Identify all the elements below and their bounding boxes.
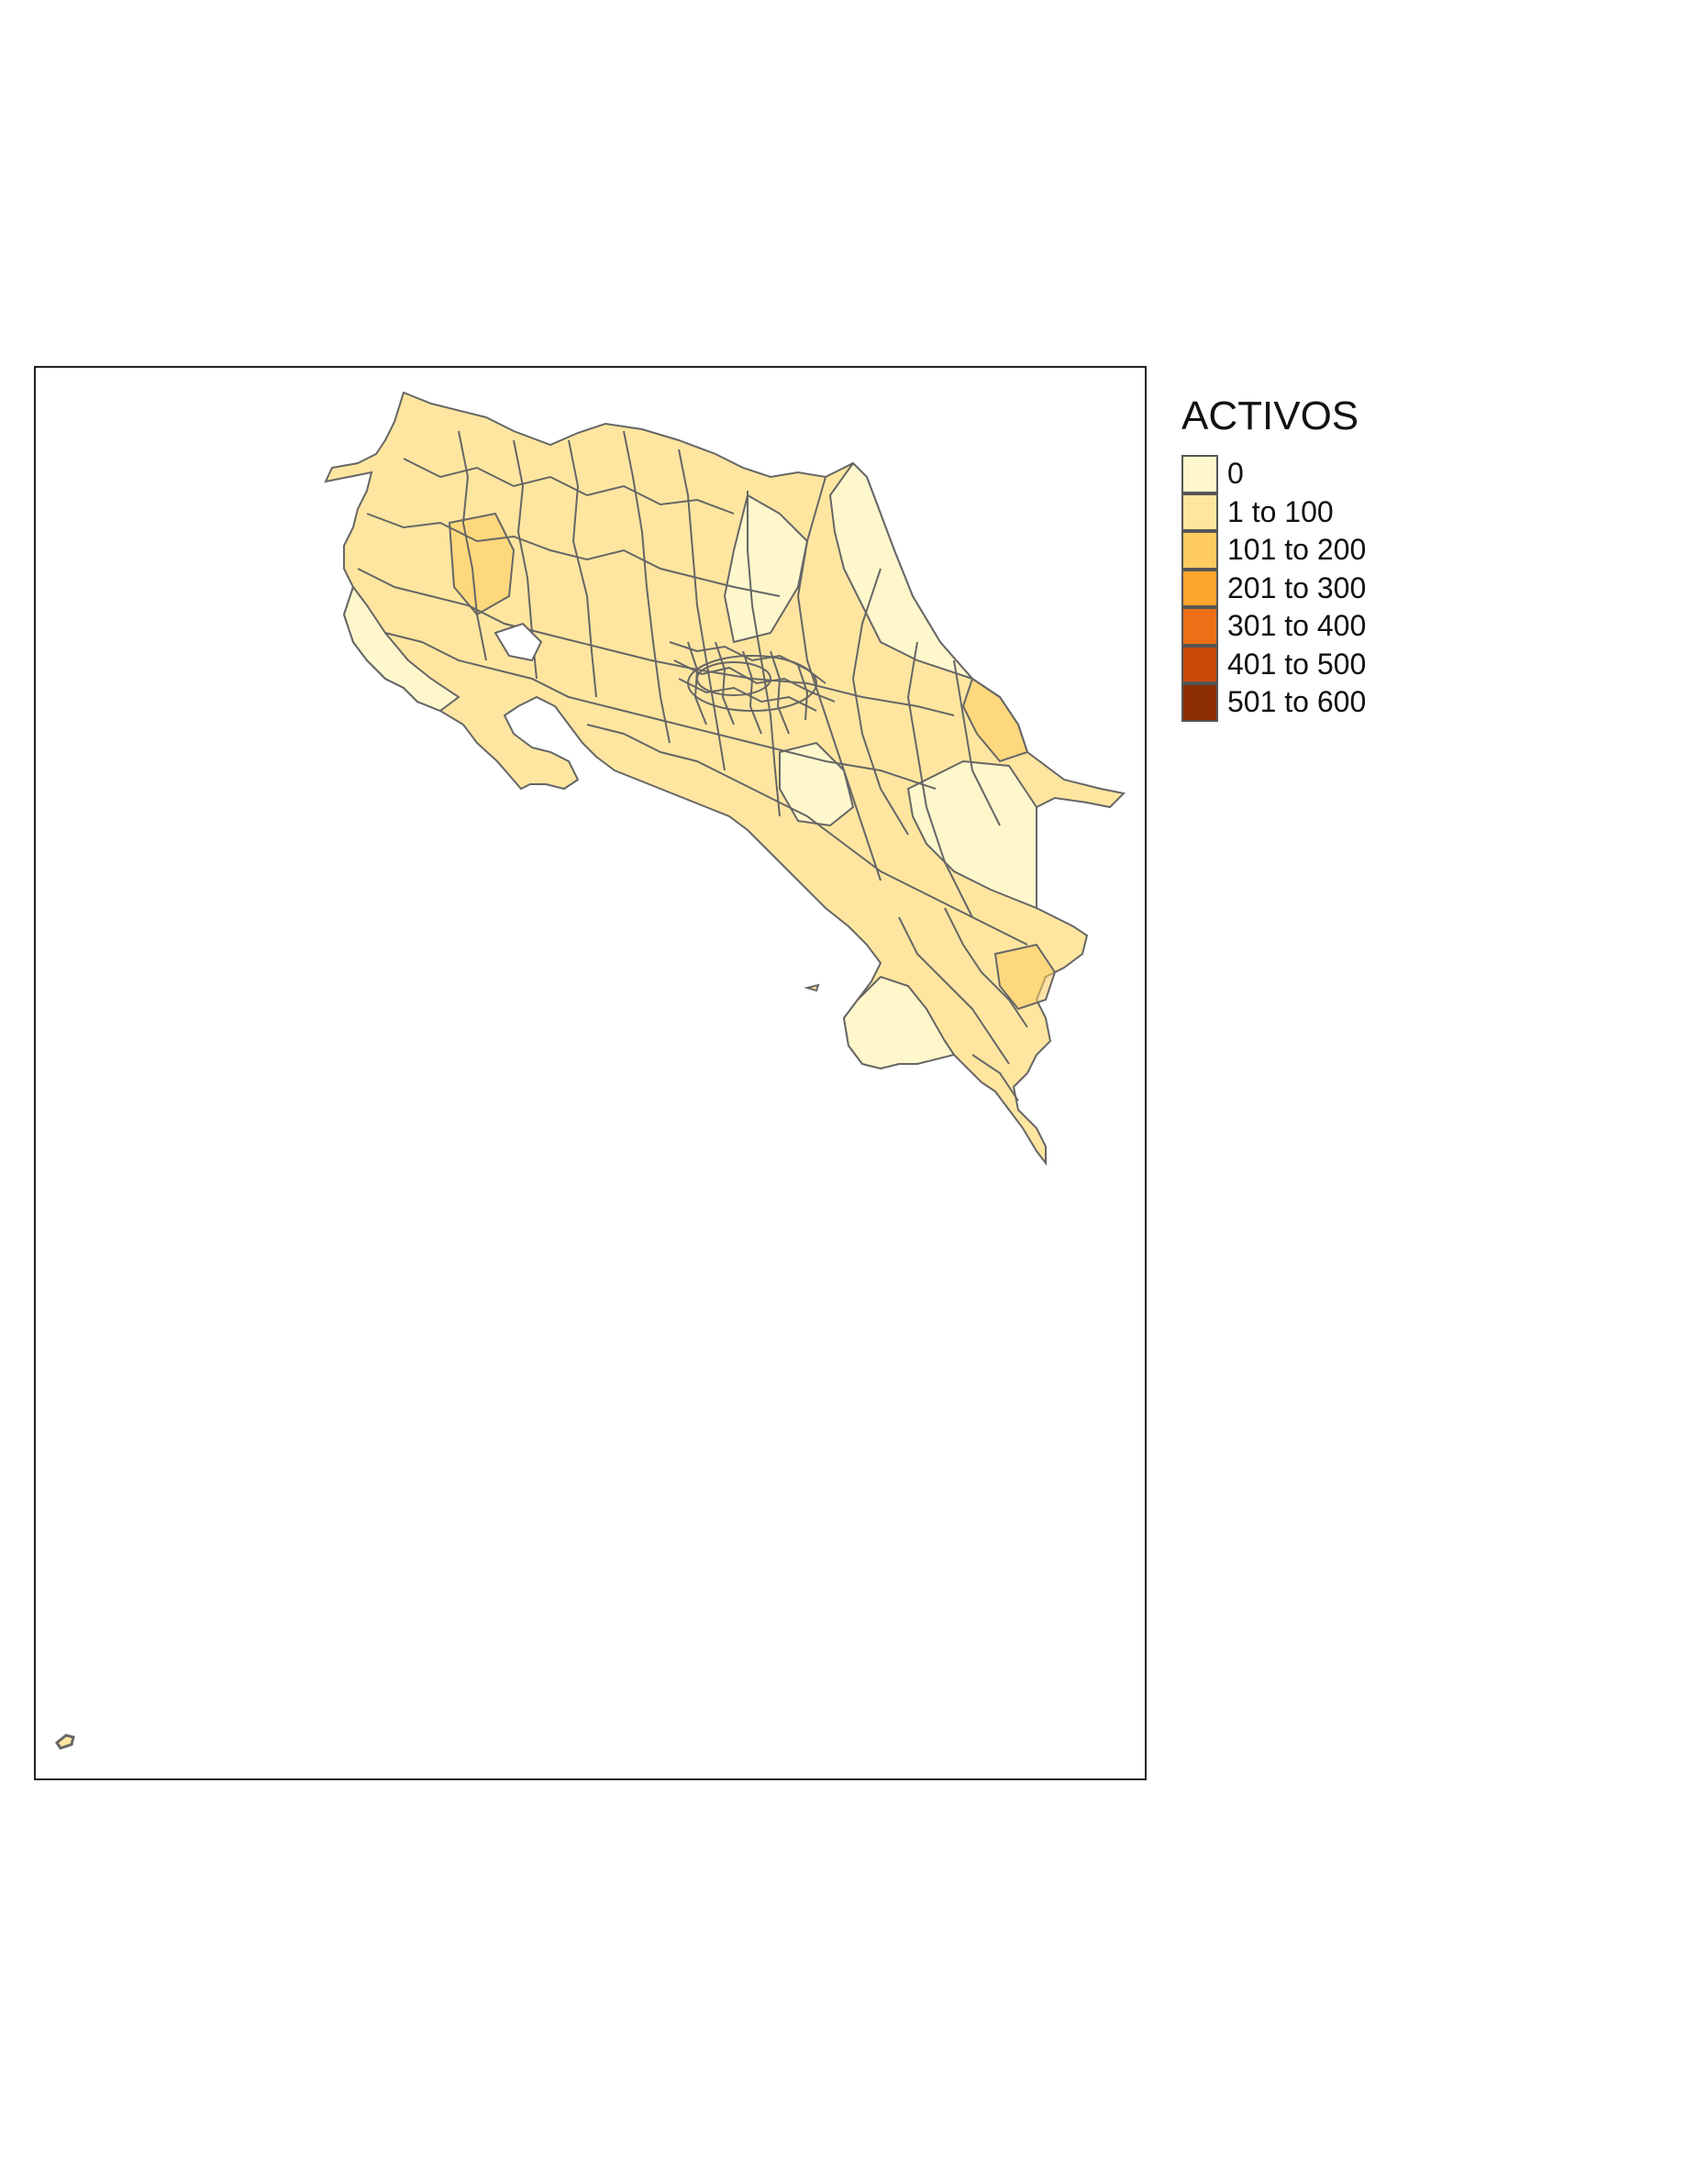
legend-item: 0 [1181,455,1366,493]
gulf-of-nicoya [494,622,543,662]
limon-district-a [961,677,1029,763]
legend-swatch [1181,455,1218,493]
small-island [804,983,820,992]
legend-swatch [1181,645,1218,683]
central-valley-dense-districts [669,641,836,735]
legend-label: 1 to 100 [1227,494,1334,528]
legend-label: 201 to 300 [1227,570,1367,604]
isla-del-coco [54,1733,75,1750]
legend-item: 401 to 500 [1181,645,1367,683]
legend-label: 0 [1227,457,1244,491]
legend-swatch [1181,683,1218,722]
legend-label: 501 to 600 [1227,685,1367,719]
legend-item: 101 to 200 [1181,531,1366,570]
southern-district-a [993,943,1057,1011]
nicoya-peninsula [342,584,460,713]
legend-swatch [1181,493,1218,531]
legend-item: 501 to 600 [1181,683,1366,722]
legend-title: ACTIVOS [1181,393,1359,438]
legend-item: 1 to 100 [1181,493,1366,531]
legend-swatch [1181,607,1218,646]
district-boundaries [357,430,1028,1102]
osa-peninsula [842,975,956,1070]
legend-item: 201 to 300 [1181,569,1367,607]
san-carlos-zone [723,493,809,644]
legend-swatch [1181,531,1218,570]
legend-label: 401 to 500 [1227,647,1367,681]
legend-swatch [1181,569,1218,607]
legend-label: 301 to 400 [1227,609,1367,643]
legend-item: 301 to 400 [1181,607,1366,646]
talamanca-zone [906,759,1037,910]
legend-label: 101 to 200 [1227,533,1367,567]
caribbean-north-zone [828,461,976,681]
